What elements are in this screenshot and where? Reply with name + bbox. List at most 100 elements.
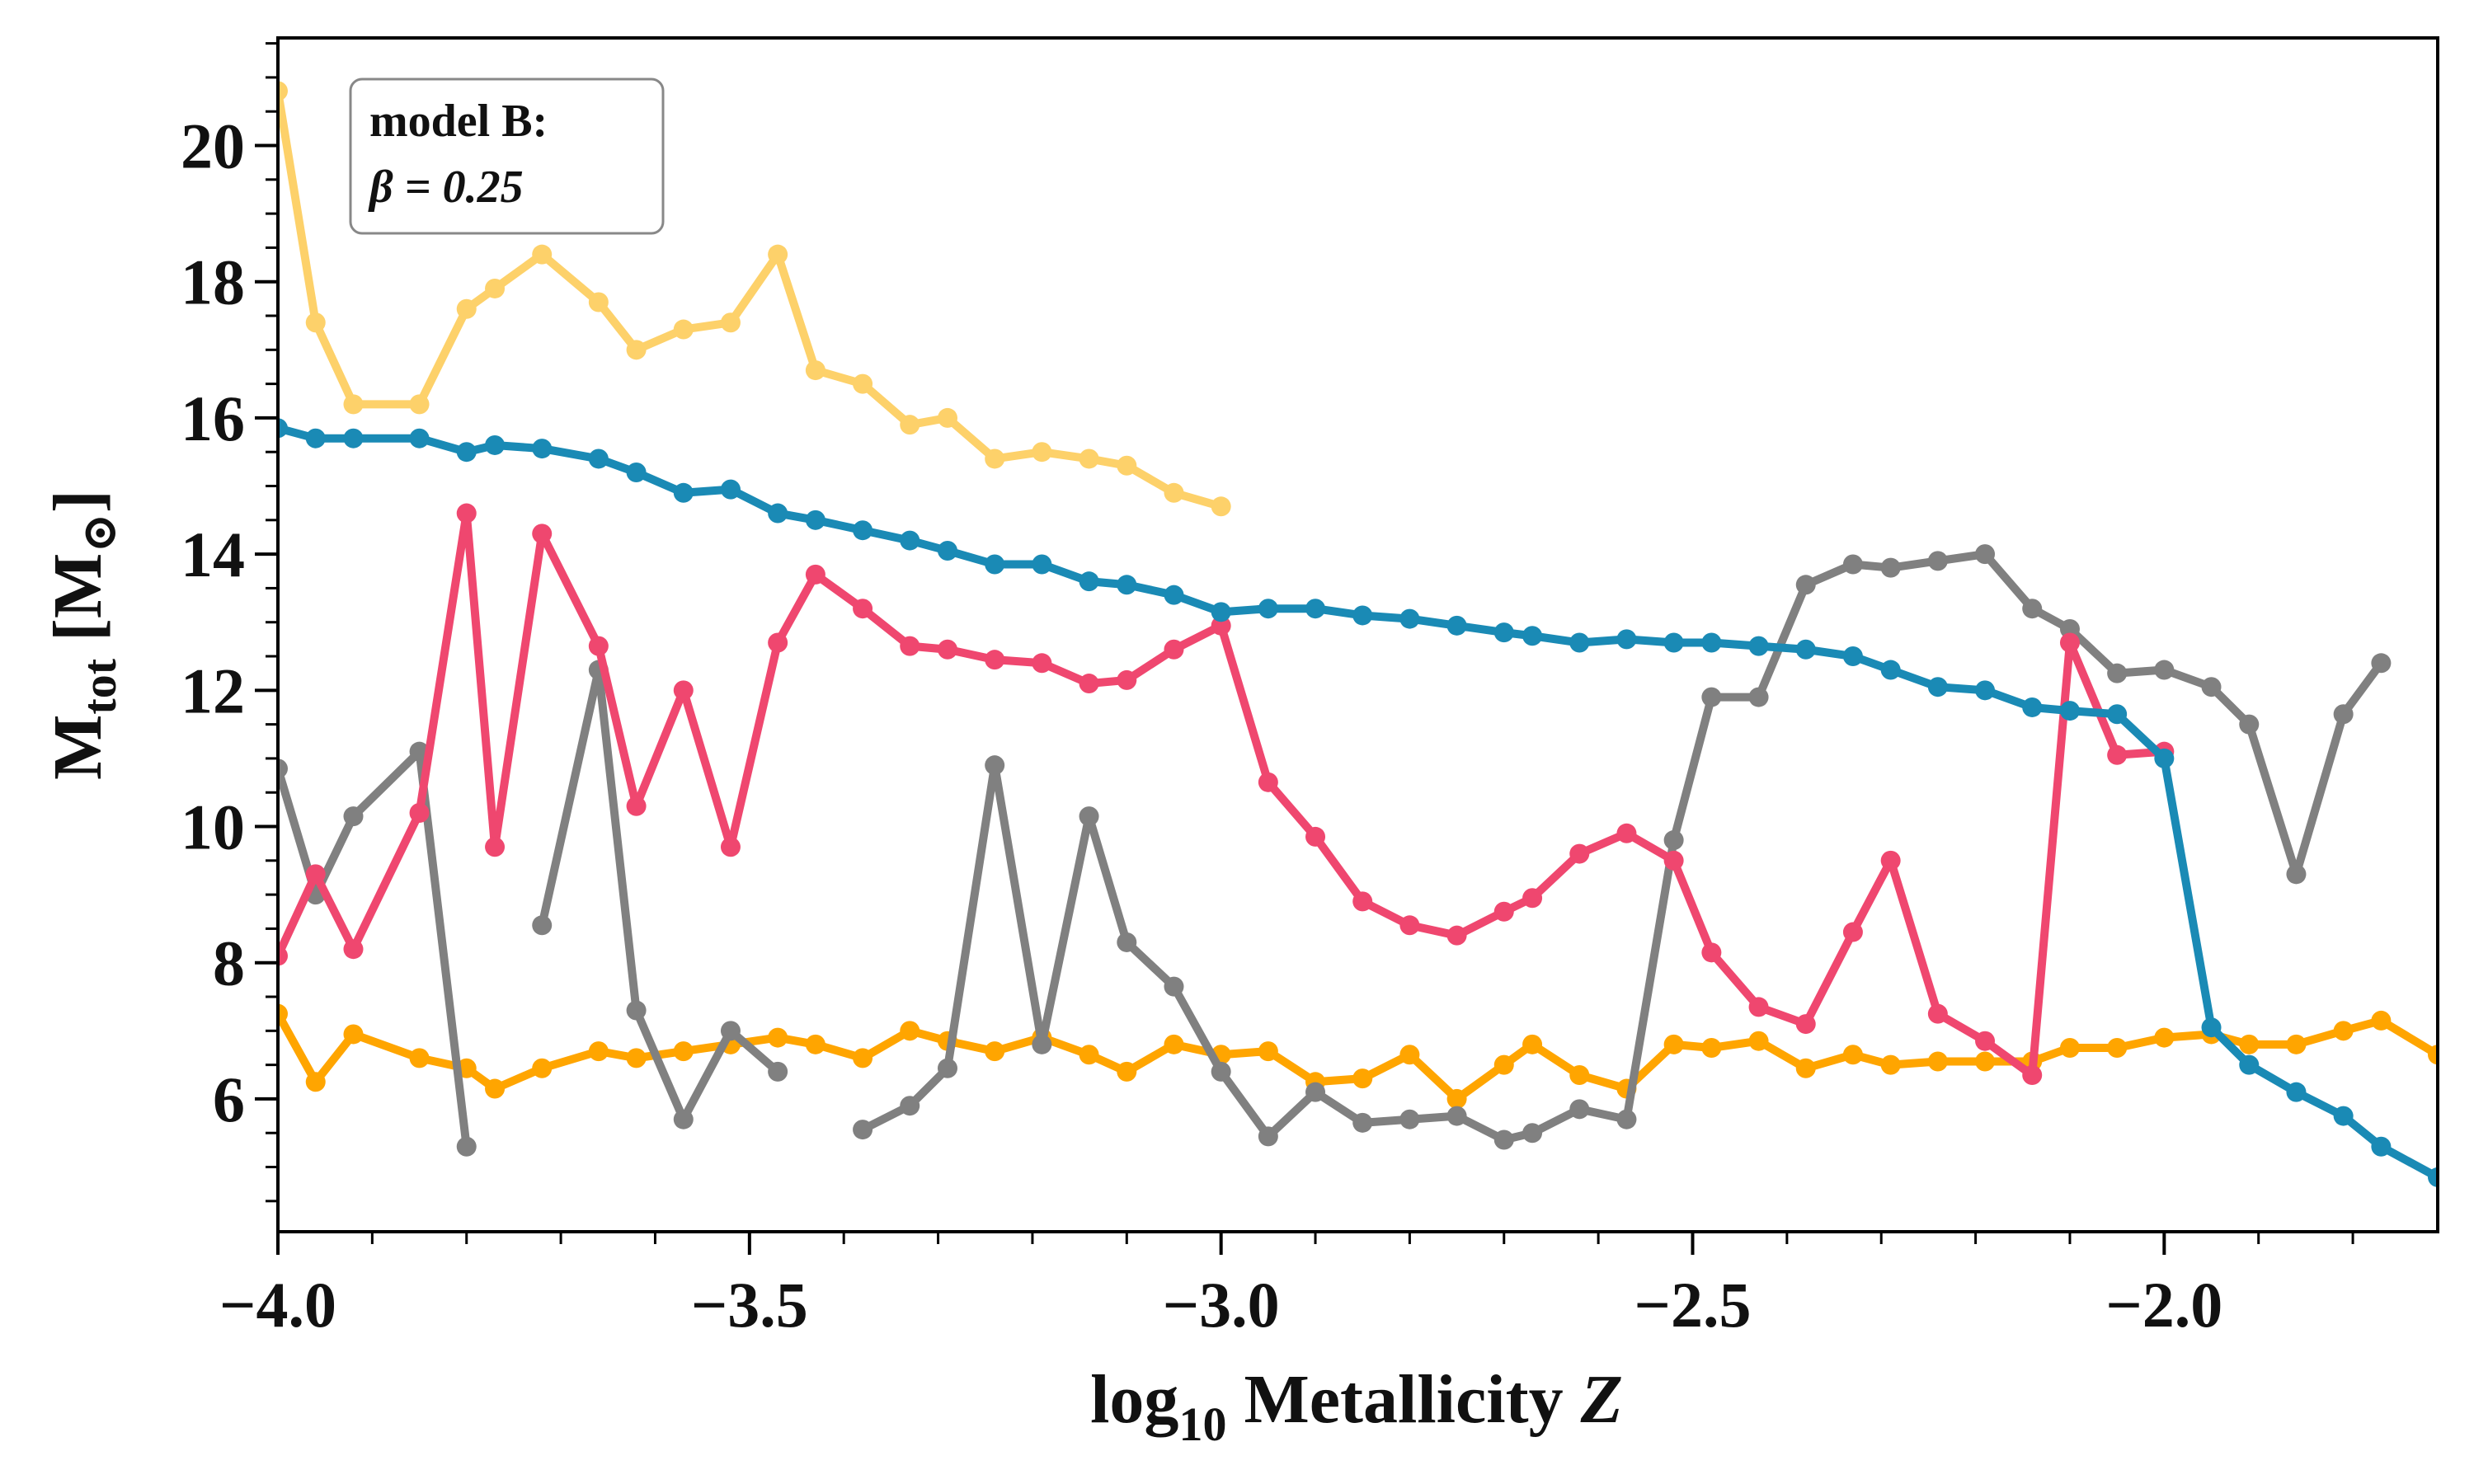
data-point [1795, 575, 1816, 595]
data-point [1663, 1034, 1684, 1054]
data-point [278, 1003, 288, 1024]
data-point [1399, 915, 1420, 936]
data-point [1569, 1099, 1590, 1120]
x-tick-label: −2.0 [2105, 1269, 2222, 1341]
data-point [1975, 1051, 1996, 1072]
y-label-part: [M [40, 553, 116, 659]
data-point [1305, 1082, 1326, 1102]
data-point [1164, 585, 1184, 605]
data-point [805, 360, 825, 381]
data-point [768, 1061, 788, 1082]
data-point [1032, 554, 1052, 575]
data-point [2022, 1065, 2043, 1086]
series-line [278, 424, 2438, 1181]
y-label-sub: tot [73, 658, 126, 714]
y-label-part: ] [40, 490, 116, 513]
data-point [1079, 806, 1099, 827]
x-label-part: Z [1580, 1361, 1623, 1438]
data-point [485, 1078, 506, 1099]
y-label-sub: ⊙ [73, 513, 126, 553]
data-point [985, 650, 1005, 670]
data-point [1616, 629, 1637, 650]
data-point [626, 796, 647, 816]
y-tick-label: 14 [181, 519, 245, 590]
data-point [1701, 942, 1722, 963]
data-point [1117, 669, 1137, 690]
data-point [305, 312, 326, 333]
data-point [588, 448, 609, 469]
data-point [2059, 632, 2080, 653]
data-point [900, 415, 920, 435]
data-point [1164, 639, 1184, 660]
data-point [626, 1048, 647, 1068]
y-tick-label: 18 [181, 247, 245, 318]
data-point [1117, 575, 1137, 595]
plot-frame [276, 36, 2439, 1233]
data-point [1117, 932, 1137, 952]
data-point [532, 244, 553, 265]
data-point [2371, 1010, 2392, 1031]
data-point [485, 837, 506, 857]
data-point [720, 479, 741, 500]
data-point [2239, 1034, 2260, 1054]
data-point [1164, 1034, 1184, 1054]
data-point [588, 636, 609, 656]
data-point [2154, 748, 2175, 768]
data-point [1164, 482, 1184, 503]
data-point [2333, 704, 2354, 725]
data-point [1927, 677, 1948, 697]
data-point [1842, 922, 1863, 942]
data-point [1795, 1014, 1816, 1035]
data-point [1305, 826, 1326, 847]
data-point [1663, 830, 1684, 851]
data-point [900, 636, 920, 656]
data-point [343, 428, 364, 448]
data-point [853, 599, 873, 619]
data-point [1975, 544, 1996, 565]
data-point [938, 639, 958, 660]
x-label-part: Metallicity [1226, 1361, 1580, 1438]
data-point [900, 1096, 920, 1116]
data-point [673, 482, 694, 503]
data-point [2239, 714, 2260, 735]
data-point [1616, 823, 1637, 843]
data-point [588, 1041, 609, 1062]
data-point [1493, 1129, 1514, 1150]
data-point [278, 418, 288, 439]
data-point [343, 1024, 364, 1045]
y-tick-label: 6 [213, 1064, 245, 1135]
data-point [456, 298, 477, 319]
data-point [305, 1072, 326, 1092]
data-point [985, 448, 1005, 469]
data-point [1446, 615, 1467, 636]
data-point [1748, 997, 1769, 1017]
x-tick-label: −3.0 [1163, 1269, 1280, 1341]
data-point [768, 244, 788, 265]
data-point [626, 1000, 647, 1021]
data-point [1616, 1109, 1637, 1129]
data-point [278, 946, 288, 966]
data-point [2286, 1082, 2307, 1102]
data-point [2371, 1136, 2392, 1157]
data-point [2059, 618, 2080, 639]
data-point [1880, 850, 1901, 871]
y-tick-label: 12 [181, 655, 245, 726]
data-point [1880, 660, 1901, 680]
data-point [343, 394, 364, 415]
data-point [1211, 602, 1231, 622]
data-point [1399, 608, 1420, 629]
x-axis-label: log10 Metallicity Z [1090, 1361, 1623, 1451]
data-point [2201, 1017, 2222, 1038]
data-point [2154, 660, 2175, 680]
data-point [532, 915, 553, 936]
data-point [456, 1136, 477, 1157]
data-point [305, 864, 326, 885]
data-point [1493, 901, 1514, 922]
data-point [1032, 653, 1052, 674]
data-point [1493, 1054, 1514, 1075]
data-point [343, 939, 364, 960]
data-point [1493, 622, 1514, 643]
data-point [1701, 687, 1722, 707]
data-point [1211, 496, 1231, 517]
x-tick-label: −4.0 [219, 1269, 336, 1341]
